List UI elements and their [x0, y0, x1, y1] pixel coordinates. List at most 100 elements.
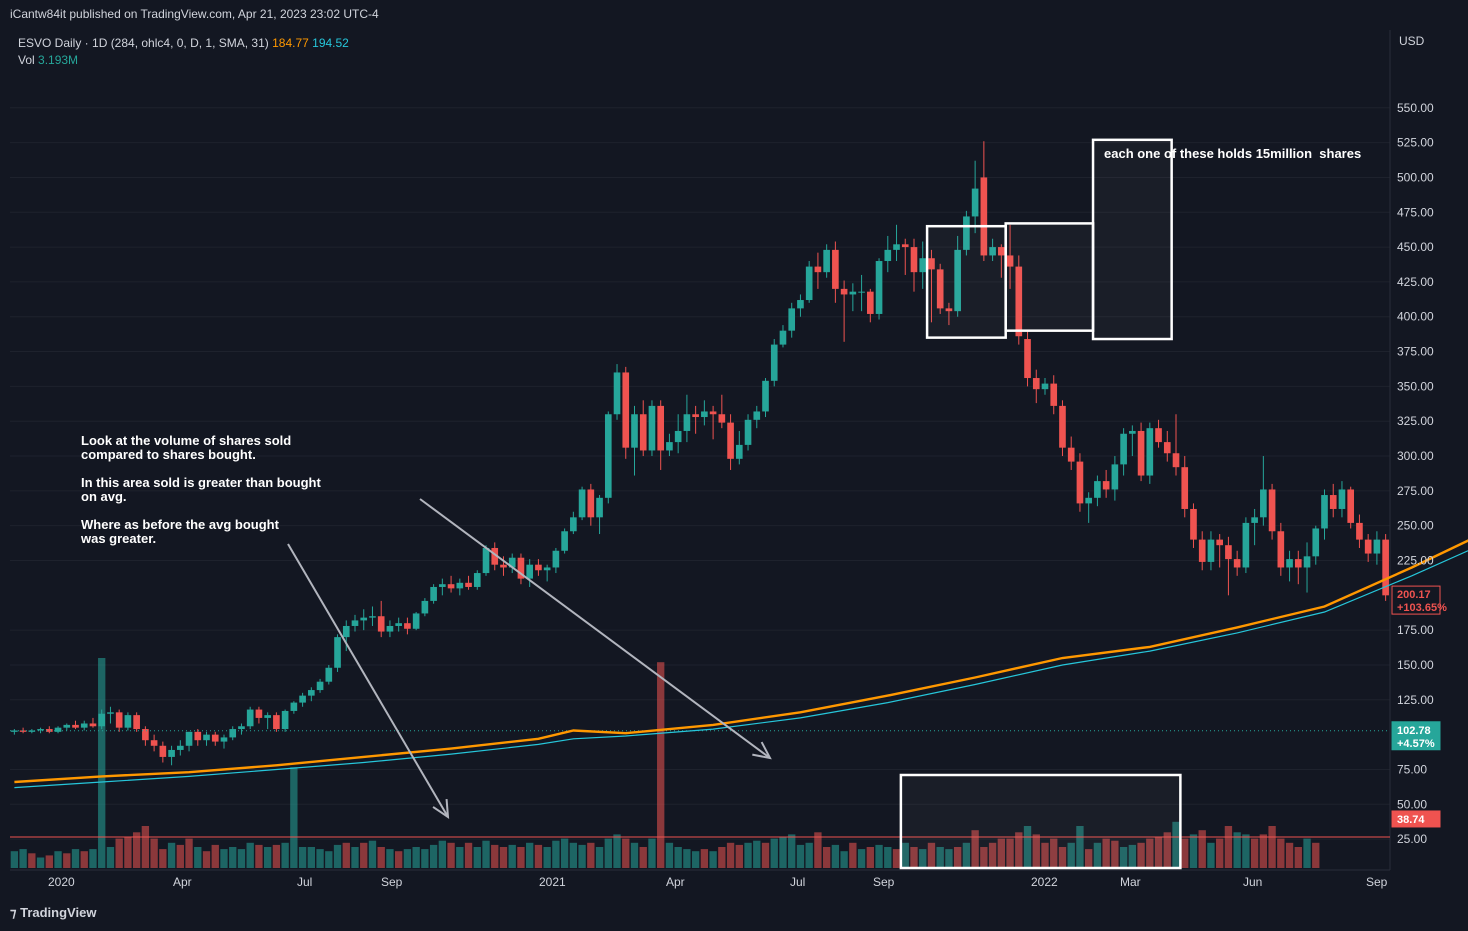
volume-bar: [28, 853, 36, 868]
candle-body: [159, 745, 167, 757]
candle-body: [430, 586, 437, 601]
symbol-legend[interactable]: ESVO Daily · 1D (284, ohlc4, 0, D, 1, SM…: [18, 36, 269, 50]
volume-bar: [202, 851, 211, 868]
price-tick-label: 75.00: [1397, 762, 1427, 776]
volume-bar: [150, 838, 158, 868]
candle-body: [386, 625, 394, 632]
candle-body: [203, 734, 210, 741]
volume-bar: [753, 840, 761, 868]
candle-body: [570, 517, 577, 532]
candle-body: [1303, 556, 1311, 568]
volume-bar: [1023, 826, 1032, 868]
volume-bar: [360, 842, 368, 868]
volume-bar: [779, 836, 787, 868]
volume-bar: [997, 838, 1005, 868]
candle-body: [395, 623, 402, 626]
currency-label[interactable]: USD: [1399, 34, 1425, 48]
volume-bar: [290, 767, 298, 868]
candle-body: [290, 702, 298, 711]
volume-bar: [953, 847, 962, 868]
volume-bar: [132, 832, 141, 868]
candle-body: [779, 330, 787, 345]
volume-bar: [700, 849, 709, 868]
time-tick-label: Mar: [1120, 875, 1141, 889]
volume-bar: [744, 842, 752, 868]
time-tick-label: 2021: [539, 875, 566, 889]
candle-body: [325, 667, 333, 682]
volume-bar: [831, 844, 840, 868]
candle-body: [727, 422, 734, 459]
volume-bar: [657, 662, 665, 868]
volume-bar: [691, 851, 700, 868]
candle-body: [1198, 539, 1206, 562]
tradingview-logo[interactable]: ⁊ TradingView: [10, 905, 96, 921]
volume-bar: [1216, 838, 1224, 868]
candle-body: [622, 372, 630, 448]
annotation-arrows: [287, 498, 772, 819]
price-axis[interactable]: 25.00 50.00 75.00 125.00 150.00 175.00 225.00 2…: [1391, 101, 1447, 846]
price-tag-subtext: +103.65%: [1397, 602, 1447, 614]
candle-body: [587, 489, 595, 518]
candle-body: [176, 745, 184, 750]
volume-bar: [1312, 842, 1320, 868]
candle-body: [185, 731, 193, 746]
volume-bar: [1032, 834, 1040, 868]
volume-bar: [1111, 840, 1119, 868]
price-tick-label: 150.00: [1397, 658, 1434, 672]
candle-body: [273, 715, 280, 730]
candle-body: [701, 411, 708, 418]
price-tick-label: 450.00: [1397, 240, 1434, 254]
volume-bar: [849, 842, 857, 868]
arrow-head: [752, 741, 772, 760]
volume-bar: [1085, 849, 1093, 868]
volume-bar: [1207, 842, 1215, 868]
volume-bar: [473, 847, 481, 868]
volume-bar: [1294, 847, 1302, 868]
candle-body: [901, 244, 909, 248]
candle-body: [1207, 539, 1215, 562]
candle-body: [421, 600, 429, 614]
candle-body: [596, 497, 603, 518]
ma-fast-value: 194.52: [312, 36, 349, 50]
volume-bar: [718, 847, 726, 868]
volume-legend[interactable]: Vol: [18, 53, 35, 67]
candle-body: [150, 740, 158, 746]
volume-bar: [456, 847, 464, 868]
time-axis[interactable]: 2020 Apr Jul Sep 2021 Apr Jul Sep 2022 Mar Jun Sep: [48, 875, 1388, 889]
volume-bar: [325, 851, 333, 868]
time-tick-label: Jun: [1243, 875, 1262, 889]
volume-bar: [124, 836, 132, 868]
volume-bar: [36, 857, 45, 868]
candle-body: [718, 414, 726, 423]
candle-body: [1294, 559, 1302, 568]
left-note: Look at the volume of shares sold compar…: [81, 433, 321, 546]
candle-body: [631, 414, 638, 448]
price-tick-label: 325.00: [1397, 414, 1434, 428]
time-tick-label: Sep: [381, 875, 403, 889]
candle-body: [1225, 545, 1232, 560]
volume-bar: [1050, 838, 1058, 868]
time-tick-label: Jul: [297, 875, 312, 889]
candle-body: [342, 625, 350, 638]
ma-slow-line: [14, 539, 1468, 784]
price-tick-label: 225.00: [1397, 554, 1434, 568]
candle-body: [404, 623, 411, 629]
time-tick-label: Sep: [1366, 875, 1388, 889]
price-tag: [1391, 721, 1441, 751]
volume-bar: [604, 838, 612, 868]
time-tick-label: Jul: [790, 875, 805, 889]
volume-bar: [1250, 838, 1259, 868]
volume-bar: [229, 847, 237, 868]
volume-bar: [115, 838, 123, 868]
time-tick-label: 2022: [1031, 875, 1058, 889]
volume-bar: [910, 847, 918, 868]
volume-bar: [962, 842, 971, 868]
candle-body: [1233, 559, 1241, 568]
candle-body: [1137, 430, 1145, 476]
volume-bar: [1163, 832, 1171, 868]
candle-body: [1216, 539, 1224, 546]
candle-body: [866, 291, 874, 314]
candle-body: [1347, 489, 1355, 523]
